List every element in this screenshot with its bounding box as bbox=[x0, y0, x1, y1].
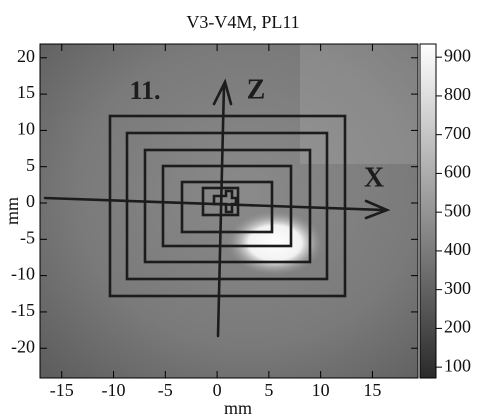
colorbar-tick-label: 400 bbox=[444, 239, 471, 259]
colorbar-tick-label: 200 bbox=[444, 317, 471, 337]
y-tick-label: 10 bbox=[17, 119, 35, 139]
colorbar-tick-label: 500 bbox=[444, 200, 471, 220]
x-tick-label: 5 bbox=[264, 380, 273, 400]
y-tick-label: 20 bbox=[17, 46, 35, 66]
colorbar-tick-label: 100 bbox=[444, 355, 471, 375]
annotation: Z bbox=[247, 74, 266, 105]
colorbar-tick-label: 700 bbox=[444, 123, 471, 143]
colorbar-tick-label: 900 bbox=[444, 45, 471, 65]
x-tick-label: 0 bbox=[213, 380, 222, 400]
x-tick-label: -15 bbox=[50, 380, 74, 400]
colorbar-tick-label: 600 bbox=[444, 162, 471, 182]
image bbox=[40, 44, 418, 378]
x-tick-label: -10 bbox=[102, 380, 126, 400]
y-tick-label: -15 bbox=[11, 300, 35, 320]
colorbar-tick-label: 800 bbox=[444, 84, 471, 104]
plot-frame bbox=[39, 43, 419, 379]
annotation: 11. bbox=[129, 76, 160, 105]
y-tick-label: 5 bbox=[26, 155, 35, 175]
annotation: X bbox=[364, 162, 384, 193]
y-tick-label: -10 bbox=[11, 264, 35, 284]
x-axis-label: mm bbox=[224, 398, 252, 418]
y-tick-label: -20 bbox=[11, 336, 35, 356]
y-tick-label: -5 bbox=[20, 227, 35, 247]
y-axis-label: mm bbox=[2, 197, 22, 225]
y-tick-label: 0 bbox=[26, 191, 35, 211]
chart-title: V3-V4M, PL11 bbox=[186, 12, 299, 32]
y-tick-label: 15 bbox=[17, 82, 35, 102]
x-tick-label: 15 bbox=[363, 380, 381, 400]
x-tick-label: -5 bbox=[158, 380, 173, 400]
colorbar bbox=[419, 43, 437, 379]
x-tick-label: 10 bbox=[312, 380, 330, 400]
colorbar-tick-label: 300 bbox=[444, 278, 471, 298]
